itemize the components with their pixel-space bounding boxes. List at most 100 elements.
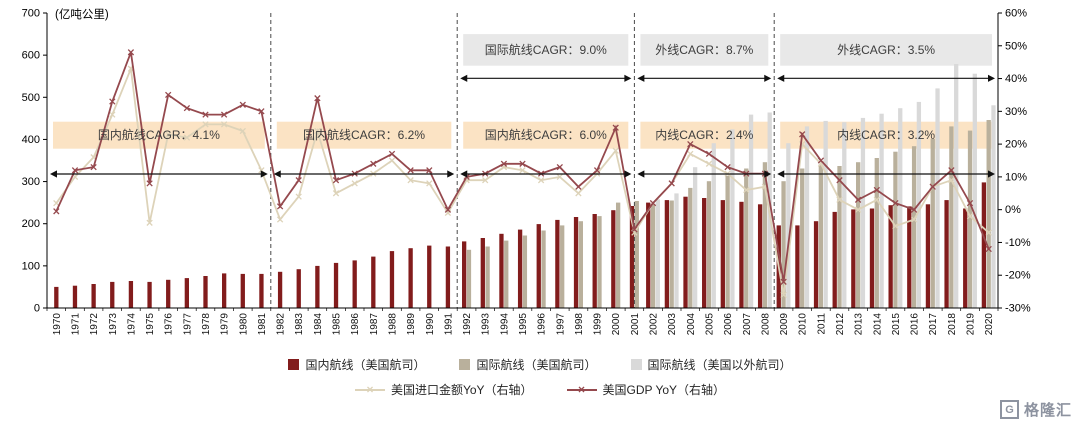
- svg-text:2017: 2017: [928, 313, 939, 336]
- svg-text:20%: 20%: [1005, 139, 1027, 151]
- svg-text:-20%: -20%: [1005, 270, 1031, 282]
- svg-text:2000: 2000: [611, 313, 622, 336]
- svg-text:300: 300: [22, 176, 40, 188]
- svg-text:2012: 2012: [835, 313, 846, 336]
- legend-line-marker-gdp-yoy: [566, 384, 597, 396]
- svg-text:1978: 1978: [201, 313, 212, 336]
- svg-text:外线CAGR：8.7%: 外线CAGR：8.7%: [655, 43, 753, 57]
- legend-label-gdp-yoy: 美国GDP YoY（右轴）: [602, 383, 726, 397]
- svg-text:1996: 1996: [537, 313, 548, 336]
- svg-text:2006: 2006: [723, 313, 734, 336]
- svg-text:-10%: -10%: [1005, 237, 1031, 249]
- legend-label-intl-us: 国际航线（美国航司）: [476, 358, 597, 372]
- bars: [54, 64, 996, 309]
- svg-text:1971: 1971: [71, 313, 82, 336]
- legend-label-import-yoy: 美国进口金额YoY（右轴）: [390, 383, 533, 397]
- legend-item-intl-us: 国际航线（美国航司）: [459, 356, 597, 373]
- svg-text:1989: 1989: [406, 313, 417, 336]
- gelonghui-watermark-text: 格隆汇: [1023, 402, 1072, 419]
- legend-swatch-domestic-us: [288, 359, 300, 370]
- svg-text:1974: 1974: [126, 313, 137, 336]
- svg-text:1995: 1995: [518, 313, 529, 336]
- left-axis-title: (亿吨公里): [55, 8, 109, 21]
- svg-text:1975: 1975: [145, 313, 156, 336]
- svg-text:0%: 0%: [1005, 204, 1021, 216]
- svg-text:1988: 1988: [388, 313, 399, 336]
- svg-text:2004: 2004: [686, 313, 697, 336]
- svg-text:1973: 1973: [108, 313, 119, 336]
- svg-text:1983: 1983: [294, 313, 305, 336]
- svg-text:1997: 1997: [555, 313, 566, 336]
- svg-text:500: 500: [22, 92, 40, 104]
- yoy-line-0: [53, 65, 992, 299]
- legend-item-gdp-yoy: 美国GDP YoY（右轴）: [566, 381, 726, 398]
- svg-text:2005: 2005: [705, 313, 716, 336]
- svg-text:2016: 2016: [910, 313, 921, 336]
- svg-text:1972: 1972: [89, 313, 100, 336]
- svg-text:1986: 1986: [350, 313, 361, 336]
- svg-text:700: 700: [22, 8, 40, 20]
- svg-text:1985: 1985: [332, 313, 343, 336]
- svg-text:2010: 2010: [798, 313, 809, 336]
- svg-text:2007: 2007: [742, 313, 753, 336]
- svg-text:50%: 50%: [1005, 40, 1027, 52]
- yoy-line-1: [53, 49, 992, 285]
- legend-line-marker-import-yoy: [354, 384, 385, 396]
- gelonghui-logo-icon: G: [999, 400, 1019, 419]
- gelonghui-watermark: G 格隆汇: [999, 399, 1072, 420]
- legend-row-bars: 国内航线（美国航司） 国际航线（美国航司） 国际航线（美国以外航司）: [271, 356, 808, 373]
- svg-text:2019: 2019: [966, 313, 977, 336]
- svg-text:1976: 1976: [164, 313, 175, 336]
- svg-text:1970: 1970: [52, 313, 63, 336]
- chart-legend: 国内航线（美国航司） 国际航线（美国航司） 国际航线（美国以外航司） 美国进口金…: [0, 356, 1080, 398]
- svg-text:内线CAGR：2.4%: 内线CAGR：2.4%: [655, 128, 753, 142]
- svg-text:10%: 10%: [1005, 171, 1027, 183]
- legend-swatch-intl-us: [459, 359, 471, 370]
- svg-text:60%: 60%: [1005, 8, 1027, 20]
- svg-text:2014: 2014: [872, 313, 883, 336]
- svg-text:2001: 2001: [630, 313, 641, 336]
- legend-row-lines: 美国进口金额YoY（右轴） 美国GDP YoY（右轴）: [338, 381, 742, 398]
- year-labels: 1970 1971 1972 1973 1974 1975 1976 1977 1978 1979…: [52, 313, 995, 336]
- svg-text:2009: 2009: [779, 313, 790, 336]
- cagr-annotations: 国内航线CAGR：4.1% 国内航线CAGR：6.2% 国内航线CAGR：6.0% 国…: [50, 42, 995, 178]
- axes: 0 100 200 300 400 500 600 700 60% 50% 40% 30% 20% 10%…: [22, 8, 1031, 315]
- svg-text:国内航线CAGR：6.2%: 国内航线CAGR：6.2%: [303, 127, 425, 142]
- svg-text:40%: 40%: [1005, 73, 1027, 85]
- svg-text:200: 200: [22, 218, 40, 230]
- svg-text:-30%: -30%: [1005, 303, 1031, 315]
- legend-label-domestic-us: 国内航线（美国航司）: [305, 358, 426, 372]
- svg-text:1984: 1984: [313, 313, 324, 336]
- svg-text:内线CAGR：3.2%: 内线CAGR：3.2%: [837, 128, 935, 142]
- svg-text:1982: 1982: [276, 313, 287, 336]
- svg-text:1980: 1980: [238, 313, 249, 336]
- svg-text:1999: 1999: [593, 313, 604, 336]
- svg-text:外线CAGR：3.5%: 外线CAGR：3.5%: [837, 43, 935, 57]
- svg-text:400: 400: [22, 134, 40, 146]
- svg-text:30%: 30%: [1005, 106, 1027, 118]
- svg-text:1981: 1981: [257, 313, 268, 336]
- svg-text:1993: 1993: [481, 313, 492, 336]
- cagr-bands: [53, 34, 992, 149]
- svg-text:国内航线CAGR：4.1%: 国内航线CAGR：4.1%: [98, 127, 220, 142]
- svg-text:2011: 2011: [816, 313, 827, 335]
- svg-text:2018: 2018: [947, 313, 958, 336]
- svg-text:1998: 1998: [574, 313, 585, 336]
- svg-text:国内航线CAGR：6.0%: 国内航线CAGR：6.0%: [485, 127, 607, 142]
- svg-text:2015: 2015: [891, 313, 902, 336]
- legend-swatch-intl-nonus: [630, 359, 642, 370]
- svg-text:2020: 2020: [984, 313, 995, 336]
- legend-label-intl-nonus: 国际航线（美国以外航司）: [647, 358, 792, 372]
- legend-item-import-yoy: 美国进口金额YoY（右轴）: [354, 381, 533, 398]
- svg-text:国际航线CAGR：9.0%: 国际航线CAGR：9.0%: [485, 42, 607, 57]
- svg-text:2003: 2003: [667, 313, 678, 336]
- svg-text:1979: 1979: [220, 313, 231, 336]
- svg-text:1977: 1977: [182, 313, 193, 336]
- svg-text:600: 600: [22, 50, 40, 62]
- svg-text:0: 0: [34, 303, 40, 315]
- svg-text:1992: 1992: [462, 313, 473, 336]
- svg-text:2013: 2013: [854, 313, 865, 336]
- svg-text:100: 100: [22, 260, 40, 272]
- svg-text:1994: 1994: [499, 313, 510, 336]
